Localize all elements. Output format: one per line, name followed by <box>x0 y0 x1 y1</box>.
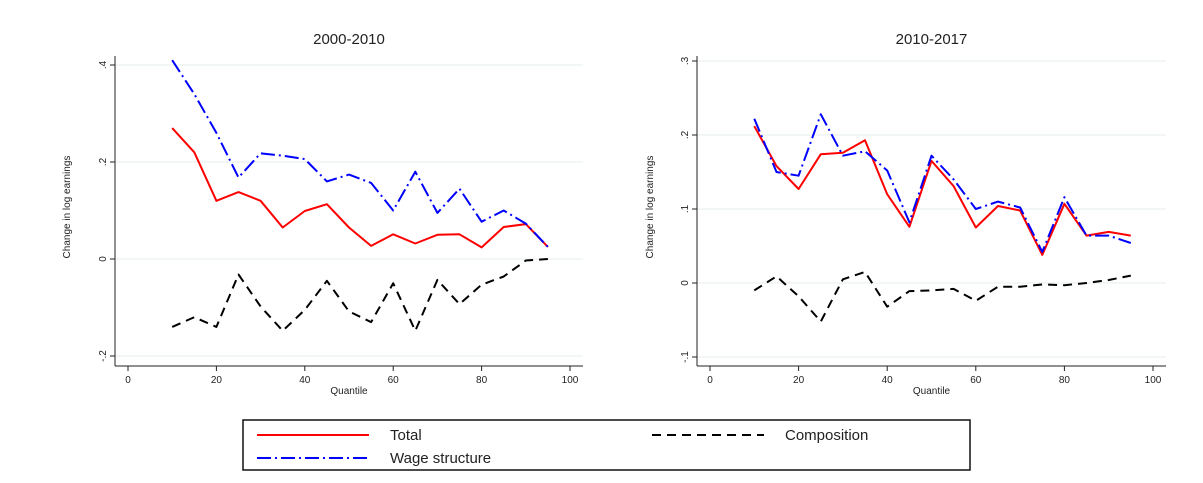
x-tick-label: 60 <box>388 375 400 386</box>
y-tick-label: .1 <box>680 204 691 213</box>
series-line-total <box>171 127 549 249</box>
y-tick-label: 0 <box>98 256 109 262</box>
x-tick-label: 0 <box>125 375 131 386</box>
x-axis-label: Quantile <box>330 386 368 397</box>
x-tick-label: 40 <box>882 375 894 386</box>
x-tick-label: 60 <box>970 375 982 386</box>
chart-panel-1: 2000-2010 -.2 0 .2 .4 0 20 40 60 80 100 Quantile Cha… <box>62 31 583 397</box>
legend-box <box>242 419 971 471</box>
series-line-composition <box>753 270 1131 323</box>
y-axis-label: Change in log earnings <box>62 156 73 259</box>
x-tick-label: 80 <box>476 375 488 386</box>
legend-label: Wage structure <box>390 450 491 467</box>
y-tick-label: -.1 <box>680 351 691 363</box>
chart-title: 2000-2010 <box>313 31 385 48</box>
y-tick-label: 0 <box>680 280 691 286</box>
y-tick-label: -.2 <box>98 350 109 362</box>
y-tick-label: .2 <box>98 157 109 166</box>
series-line-wage-structure <box>171 59 549 248</box>
x-tick-label: 100 <box>1145 375 1162 386</box>
legend-label: Total <box>390 427 422 444</box>
x-tick-label: 80 <box>1059 375 1071 386</box>
chart-title: 2010-2017 <box>896 31 968 48</box>
series-line-total <box>753 125 1131 256</box>
series-line-wage-structure <box>753 113 1132 253</box>
y-tick-label: .3 <box>680 56 691 65</box>
x-tick-label: 40 <box>299 375 311 386</box>
chart-panel-2: 2010-2017 -.1 0 .1 .2 .3 0 20 40 60 80 100 Quantile C… <box>645 31 1166 397</box>
legend: Total Composition Wage structure <box>242 419 971 471</box>
legend-label: Composition <box>785 427 868 444</box>
x-axis-label: Quantile <box>913 386 951 397</box>
x-tick-label: 0 <box>707 375 713 386</box>
x-tick-label: 20 <box>211 375 223 386</box>
x-tick-label: 100 <box>562 375 579 386</box>
y-tick-label: .4 <box>98 60 109 69</box>
y-tick-label: .2 <box>680 130 691 139</box>
y-axis-label: Change in log earnings <box>645 156 656 259</box>
x-tick-label: 20 <box>793 375 805 386</box>
series-line-composition <box>171 258 548 332</box>
